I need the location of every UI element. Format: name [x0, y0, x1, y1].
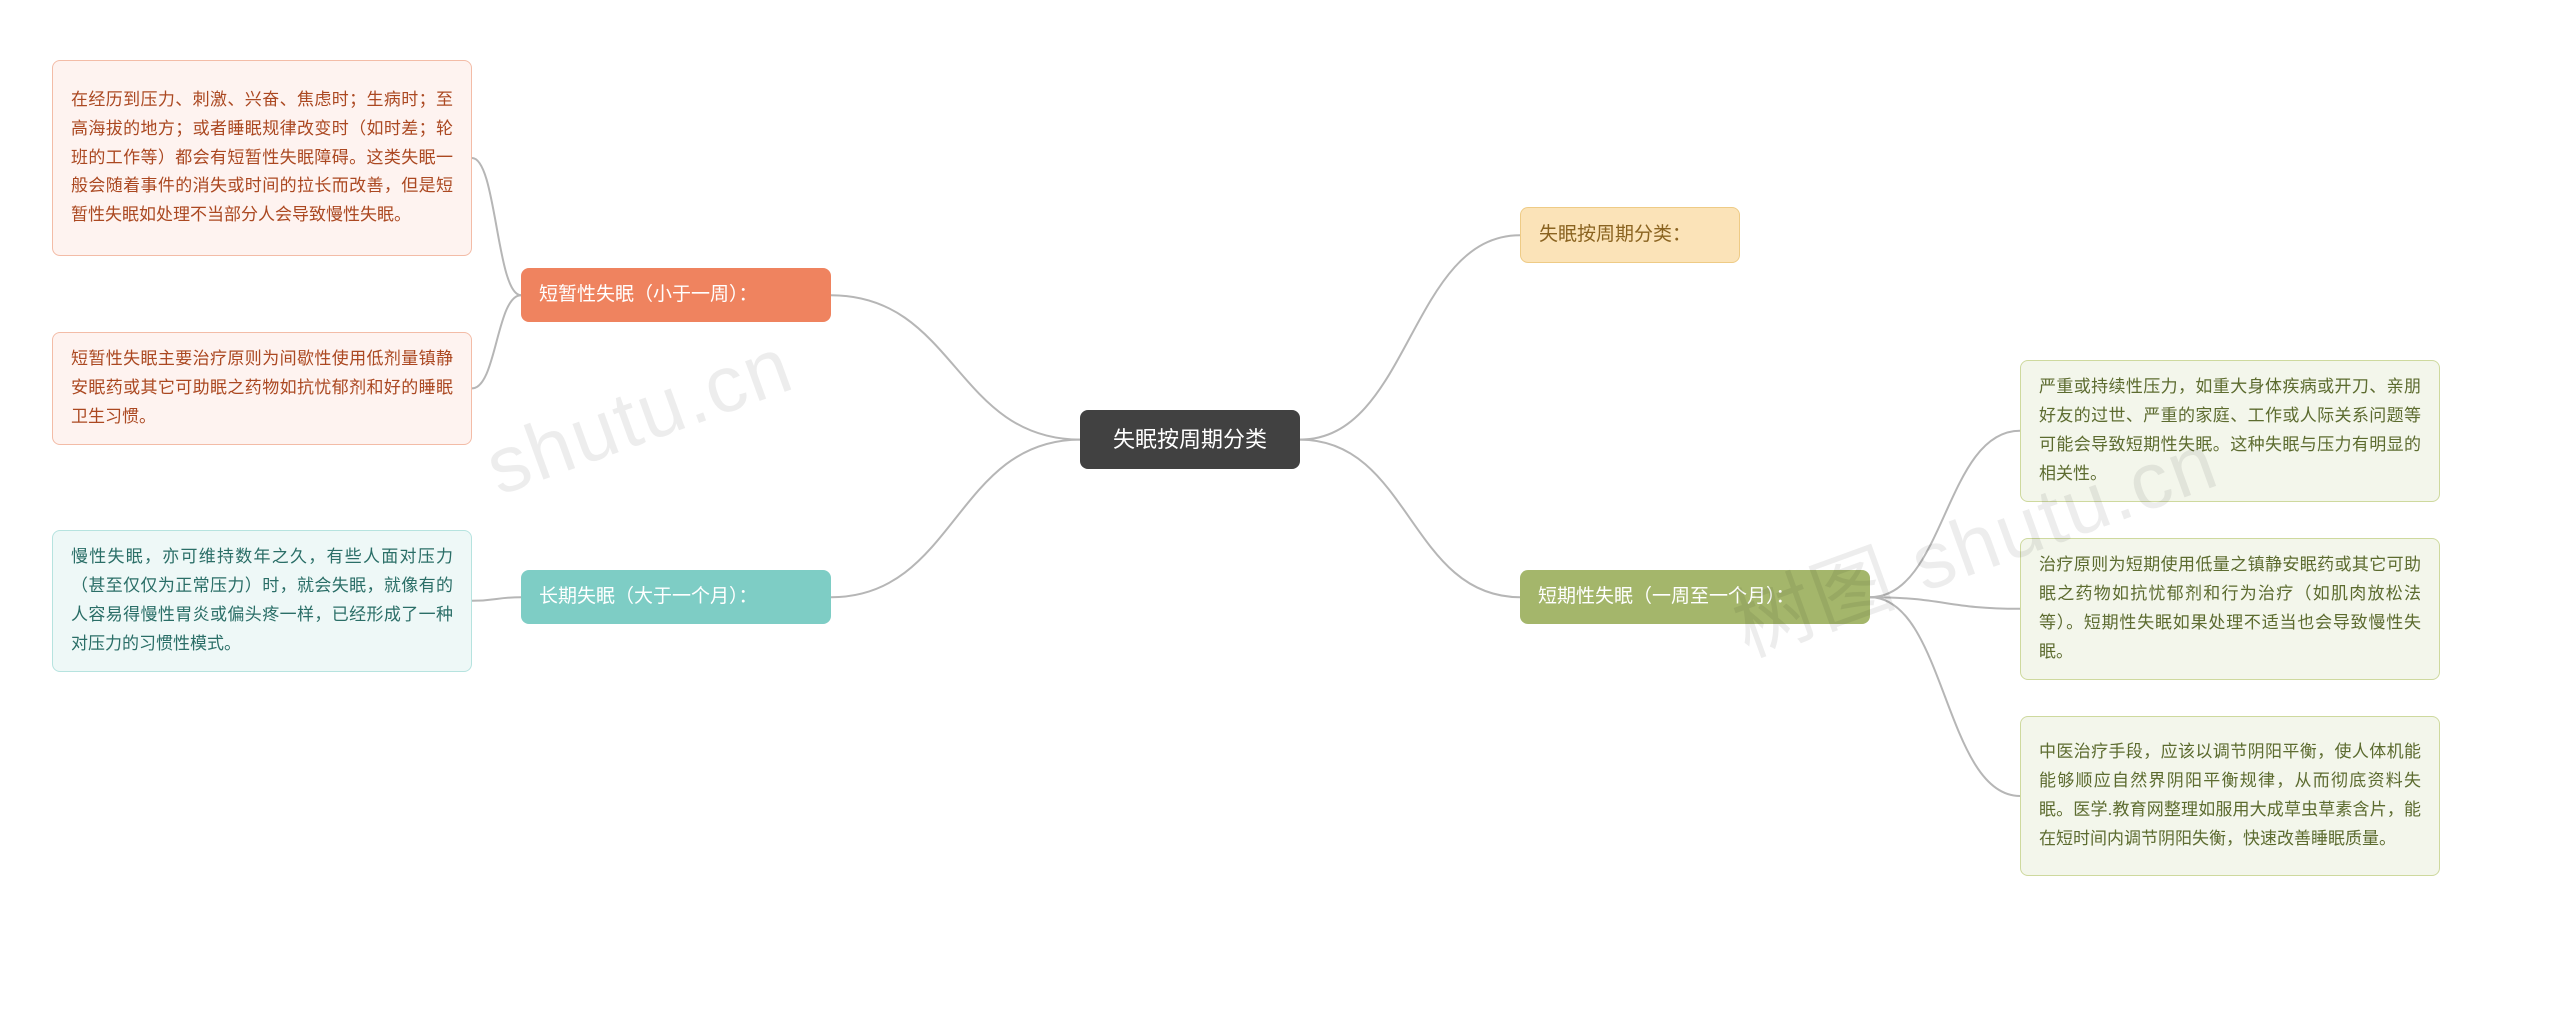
- detail-text: 严重或持续性压力，如重大身体疾病或开刀、亲朋好友的过世、严重的家庭、工作或人际关…: [2039, 373, 2421, 489]
- branch-label: 长期失眠（大于一个月）：: [539, 582, 758, 612]
- branch-label: 失眠按周期分类：: [1539, 220, 1691, 250]
- detail-short-term-3: 中医治疗手段，应该以调节阴阳平衡，使人体机能能够顺应自然界阴阳平衡规律，从而彻底…: [2020, 716, 2440, 876]
- detail-transient-2: 短暂性失眠主要治疗原则为间歇性使用低剂量镇静安眠药或其它可助眠之药物如抗忧郁剂和…: [52, 332, 472, 445]
- branch-transient-insomnia[interactable]: 短暂性失眠（小于一周）：: [521, 268, 831, 322]
- root-node[interactable]: 失眠按周期分类: [1080, 410, 1300, 469]
- detail-text: 治疗原则为短期使用低量之镇静安眠药或其它可助眠之药物如抗忧郁剂和行为治疗（如肌肉…: [2039, 551, 2421, 667]
- detail-long-term-1: 慢性失眠，亦可维持数年之久，有些人面对压力（甚至仅仅为正常压力）时，就会失眠，就…: [52, 530, 472, 672]
- detail-short-term-2: 治疗原则为短期使用低量之镇静安眠药或其它可助眠之药物如抗忧郁剂和行为治疗（如肌肉…: [2020, 538, 2440, 680]
- detail-text: 在经历到压力、刺激、兴奋、焦虑时；生病时；至高海拔的地方；或者睡眠规律改变时（如…: [71, 86, 453, 230]
- branch-long-term-insomnia[interactable]: 长期失眠（大于一个月）：: [521, 570, 831, 624]
- detail-text: 慢性失眠，亦可维持数年之久，有些人面对压力（甚至仅仅为正常压力）时，就会失眠，就…: [71, 543, 453, 659]
- detail-short-term-1: 严重或持续性压力，如重大身体疾病或开刀、亲朋好友的过世、严重的家庭、工作或人际关…: [2020, 360, 2440, 502]
- branch-label: 短暂性失眠（小于一周）：: [539, 280, 758, 310]
- watermark: shutu.cn: [474, 318, 805, 513]
- detail-text: 中医治疗手段，应该以调节阴阳平衡，使人体机能能够顺应自然界阴阳平衡规律，从而彻底…: [2039, 738, 2421, 854]
- branch-label: 短期性失眠（一周至一个月）：: [1538, 582, 1795, 612]
- root-label: 失眠按周期分类: [1113, 422, 1267, 457]
- branch-short-term-insomnia[interactable]: 短期性失眠（一周至一个月）：: [1520, 570, 1870, 624]
- detail-transient-1: 在经历到压力、刺激、兴奋、焦虑时；生病时；至高海拔的地方；或者睡眠规律改变时（如…: [52, 60, 472, 256]
- detail-text: 短暂性失眠主要治疗原则为间歇性使用低剂量镇静安眠药或其它可助眠之药物如抗忧郁剂和…: [71, 345, 453, 432]
- branch-cycle-classification[interactable]: 失眠按周期分类：: [1520, 207, 1740, 263]
